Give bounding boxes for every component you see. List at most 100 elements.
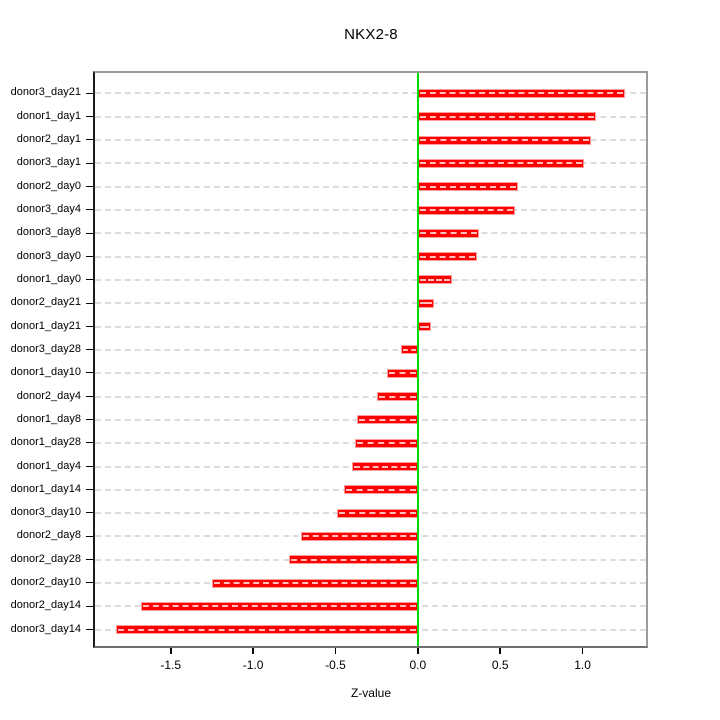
bar xyxy=(417,322,432,332)
y-axis-tick-label: donor2_day21 xyxy=(10,296,81,309)
bar xyxy=(386,368,418,378)
bar-gridline-overlay xyxy=(357,442,416,445)
row-gridline xyxy=(95,92,646,95)
bar-gridline-overlay xyxy=(419,209,514,211)
y-axis-tick-label: donor3_day8 xyxy=(16,226,81,239)
bar xyxy=(417,298,435,308)
x-axis-tick xyxy=(581,648,584,654)
y-axis-tick xyxy=(86,629,93,630)
bar-gridline-overlay xyxy=(353,465,416,468)
y-axis-tick-label: donor1_day21 xyxy=(10,319,81,332)
row-gridline xyxy=(95,325,646,328)
y-axis-tick-label: donor1_day0 xyxy=(16,272,81,285)
y-axis-tick-label: donor1_day1 xyxy=(16,109,81,122)
bar-gridline-overlay xyxy=(388,372,416,375)
y-axis-tick xyxy=(86,279,93,281)
y-axis-tick-label: donor3_day0 xyxy=(16,249,81,262)
y-axis-tick xyxy=(86,185,93,187)
bar-gridline-overlay xyxy=(403,348,416,351)
row-gridline xyxy=(95,395,646,398)
y-axis-tick xyxy=(86,302,93,304)
bar-gridline-overlay xyxy=(419,92,624,95)
y-axis-tick xyxy=(86,325,93,327)
bar xyxy=(417,275,453,285)
bar-gridline-overlay xyxy=(378,395,416,398)
y-axis-tick-label: donor2_day28 xyxy=(10,552,81,565)
row-gridline xyxy=(95,302,646,305)
bar-gridline-overlay xyxy=(419,255,476,258)
bar xyxy=(300,531,418,541)
bar-gridline-overlay xyxy=(419,139,589,142)
y-axis-tick xyxy=(86,465,93,467)
y-axis-tick-label: donor3_day1 xyxy=(16,156,81,169)
bar-gridline-overlay xyxy=(213,582,416,585)
row-gridline xyxy=(95,185,646,188)
x-axis-title: Z-value xyxy=(350,686,391,700)
y-axis-tick-label: donor3_day28 xyxy=(10,342,81,355)
x-axis-tick-label: 0.5 xyxy=(491,658,509,672)
row-gridline xyxy=(95,278,646,281)
bar-gridline-overlay xyxy=(419,325,430,328)
y-axis-tick-label: donor1_day28 xyxy=(10,436,81,449)
bar-gridline-overlay xyxy=(419,162,583,165)
y-axis-tick-label: donor3_day4 xyxy=(16,203,81,215)
y-axis-tick-label: donor2_day14 xyxy=(10,599,81,612)
row-gridline xyxy=(95,232,646,235)
y-axis-tick-label: donor2_day0 xyxy=(16,179,81,192)
bar xyxy=(356,415,418,425)
y-axis-tick xyxy=(86,535,93,537)
y-axis-tick xyxy=(86,489,93,491)
row-gridline xyxy=(95,348,646,351)
zero-reference-line xyxy=(416,73,419,646)
bar xyxy=(141,601,418,611)
y-axis-tick xyxy=(86,442,93,444)
bar xyxy=(337,508,418,518)
bar xyxy=(343,485,418,495)
bar-gridline-overlay xyxy=(339,512,416,515)
y-axis-tick xyxy=(86,512,93,514)
bar-gridline-overlay xyxy=(419,115,594,118)
row-gridline xyxy=(95,115,646,118)
bar-gridline-overlay xyxy=(419,185,517,188)
row-gridline xyxy=(95,139,646,142)
y-axis-tick xyxy=(86,115,93,117)
x-axis-tick xyxy=(499,648,501,654)
y-axis-tick-label: donor1_day10 xyxy=(10,366,81,379)
row-gridline xyxy=(95,209,646,211)
x-axis-tick-label: 1.0 xyxy=(574,658,591,672)
y-axis-tick xyxy=(86,255,93,257)
y-axis-tick-label: donor1_day14 xyxy=(10,482,81,495)
bar xyxy=(417,88,626,98)
y-axis-tick xyxy=(86,395,93,397)
y-axis-tick xyxy=(86,232,93,234)
x-axis-tick-label: 0.0 xyxy=(409,658,427,672)
plot-area xyxy=(93,71,648,648)
y-axis-tick xyxy=(86,419,93,421)
y-axis-tick-label: donor2_day4 xyxy=(16,389,81,402)
x-axis-tick-label: -1.0 xyxy=(242,658,264,672)
bar xyxy=(417,252,478,262)
y-axis-tick-label: donor2_day1 xyxy=(16,133,81,146)
row-gridline xyxy=(95,162,646,165)
bar-gridline-overlay xyxy=(345,488,416,491)
y-axis-tick xyxy=(86,372,93,374)
bar xyxy=(376,392,418,402)
bar xyxy=(417,112,596,122)
bar-gridline-overlay xyxy=(358,418,416,421)
x-axis-tick xyxy=(334,648,337,654)
row-gridline xyxy=(95,255,646,258)
y-axis-tick-label: donor2_day8 xyxy=(16,529,81,542)
y-axis-tick xyxy=(86,582,93,584)
row-gridline xyxy=(95,372,646,375)
bar-gridline-overlay xyxy=(419,302,433,305)
bar-gridline-overlay xyxy=(143,605,416,608)
x-axis-tick-label: -0.5 xyxy=(325,658,346,672)
bar xyxy=(289,555,418,565)
y-axis-tick xyxy=(86,559,93,561)
bar-gridline-overlay xyxy=(302,535,416,538)
bar xyxy=(417,182,519,192)
y-axis-tick xyxy=(86,139,93,141)
bar-gridline-overlay xyxy=(419,278,451,281)
bar xyxy=(417,205,516,215)
